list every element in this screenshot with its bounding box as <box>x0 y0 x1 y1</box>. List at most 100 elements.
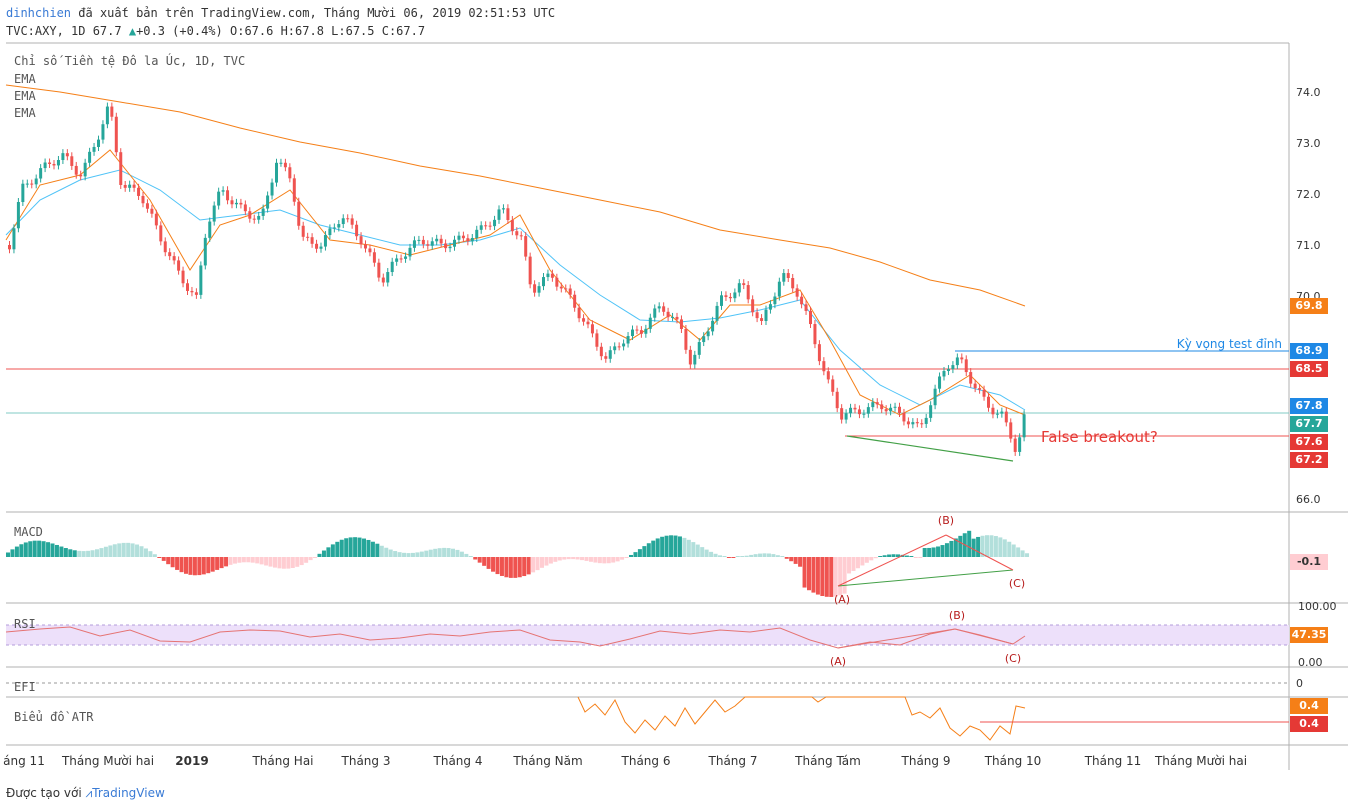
candle-body <box>61 153 65 161</box>
candle-body <box>34 178 38 185</box>
macd-bar <box>637 549 642 557</box>
footer: Được tạo với ⩘TradingView <box>6 786 165 801</box>
candle-body <box>448 246 452 249</box>
candle-body <box>1004 411 1008 423</box>
author-link[interactable]: dinhchien <box>6 6 72 20</box>
macd-bar <box>148 551 153 557</box>
candle-body <box>568 288 572 295</box>
macd-bar <box>491 557 496 572</box>
macd-bar <box>673 535 678 557</box>
candle-body <box>613 346 617 351</box>
candle-body <box>488 225 492 227</box>
macd-bar <box>517 557 522 578</box>
macd-bar <box>459 551 464 557</box>
macd-bar <box>557 557 562 561</box>
candle-body <box>372 252 376 263</box>
candle-body <box>163 241 167 253</box>
candle-body <box>359 236 363 245</box>
macd-bar <box>726 557 731 558</box>
macd-bar <box>6 552 10 557</box>
macd-bar <box>540 557 544 568</box>
ema-label-1[interactable]: EMA <box>14 72 36 86</box>
macd-bar <box>330 544 335 557</box>
x-label: Tháng 4 <box>433 754 483 768</box>
macd-bar <box>241 557 246 563</box>
macd-bar <box>722 556 727 557</box>
candle-body <box>323 235 327 247</box>
macd-bar <box>775 555 780 557</box>
candle-body <box>524 236 528 257</box>
macd-bar <box>807 557 811 591</box>
macd-bar <box>927 547 932 557</box>
candle-body <box>399 258 403 260</box>
macd-bar <box>437 548 442 557</box>
candle-body <box>21 183 25 203</box>
ema-mid-line <box>5 169 1026 411</box>
macd-bar <box>869 557 874 561</box>
macd-bar <box>980 535 985 557</box>
candle-body <box>582 318 586 322</box>
candle-body <box>105 106 109 125</box>
macd-bar <box>72 550 77 557</box>
ema-label-3[interactable]: EMA <box>14 106 36 120</box>
candle-body <box>537 286 541 293</box>
macd-bar <box>455 549 460 557</box>
macd-bar <box>615 557 620 562</box>
macd-bar <box>215 557 220 570</box>
efi-label[interactable]: EFI <box>14 680 36 694</box>
macd-bar <box>1016 547 1021 557</box>
macd-bar <box>112 544 117 557</box>
macd-bar <box>931 547 936 557</box>
candle-body <box>679 319 683 329</box>
candle-body <box>52 163 56 166</box>
macd-value-badge: -0.1 <box>1290 554 1328 570</box>
macd-bar <box>811 557 816 593</box>
candle-body <box>684 328 688 350</box>
rsi-point-b: (B) <box>949 609 965 622</box>
macd-bar <box>829 557 834 597</box>
candle-body <box>590 324 594 334</box>
candle-body <box>217 191 221 206</box>
y-tick: 73.0 <box>1296 137 1321 150</box>
macd-bar <box>593 557 598 563</box>
macd-bar <box>624 557 629 558</box>
candle-body <box>479 225 483 230</box>
candle-body <box>341 218 345 225</box>
macd-bar <box>246 557 251 563</box>
candle-body <box>688 349 692 365</box>
candle-body <box>831 379 835 392</box>
macd-bar <box>273 557 277 568</box>
expect-top-label: Kỳ vọng test đỉnh <box>1177 337 1282 351</box>
candle-body <box>257 215 261 220</box>
candle-body <box>946 369 950 372</box>
candle-body <box>742 283 746 286</box>
macd-bar <box>642 546 647 557</box>
candle-body <box>817 344 821 362</box>
macd-bar <box>998 537 1003 557</box>
candle-body <box>515 231 519 236</box>
macd-label[interactable]: MACD <box>14 525 43 539</box>
candle-body <box>564 288 568 290</box>
candle-body <box>470 237 474 242</box>
rsi-label[interactable]: RSI <box>14 617 36 631</box>
macd-bar <box>108 545 113 557</box>
x-label: Tháng 9 <box>901 754 951 768</box>
macd-bar <box>758 553 763 557</box>
tradingview-link[interactable]: TradingView <box>92 786 165 800</box>
candle-body <box>751 299 755 313</box>
macd-bar <box>473 557 478 560</box>
macd-bar <box>842 557 847 594</box>
macd-bar <box>802 557 807 588</box>
macd-bar <box>793 557 798 564</box>
candle-body <box>283 162 287 168</box>
candle-body <box>987 396 990 408</box>
ema-label-2[interactable]: EMA <box>14 89 36 103</box>
candle-body <box>234 202 238 205</box>
candle-body <box>221 190 225 192</box>
atr-label[interactable]: Biểu đồ ATR <box>14 710 94 724</box>
macd-bar <box>499 557 504 576</box>
candle-body <box>889 407 893 412</box>
tradingview-logo-icon[interactable]: ⩘ <box>85 786 93 800</box>
macd-bar <box>23 542 28 557</box>
